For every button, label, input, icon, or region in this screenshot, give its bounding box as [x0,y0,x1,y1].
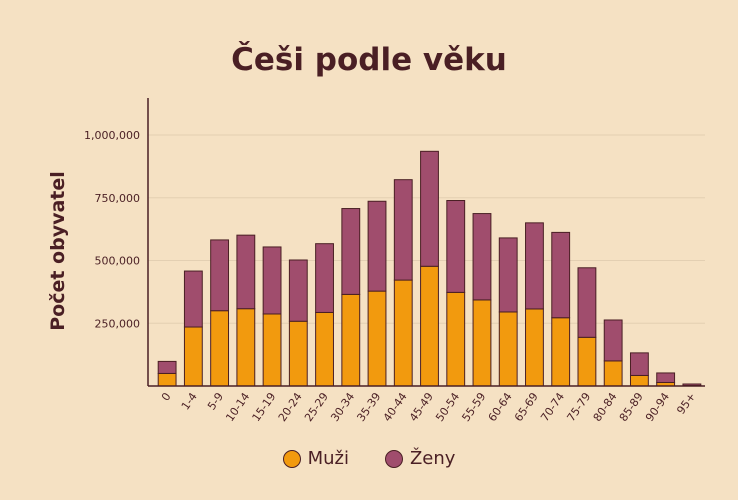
x-tick-label: 20-24 [276,390,305,424]
bar-segment-ženy [420,150,439,267]
bar-segment-ženy [157,360,177,374]
bar-segment-ženy [525,222,544,310]
x-tick-label: 50-54 [433,390,462,424]
x-tick-label: 25-29 [302,390,331,424]
bar-segment-muži [341,293,361,387]
bar-segment-ženy [183,270,203,328]
bar-segment-ženy [472,213,492,301]
bar-segment-ženy [315,243,334,313]
bar-segment-ženy [288,259,308,322]
bar-segment-muži [262,313,282,387]
x-tick-label: 30-34 [328,390,357,424]
x-tick-label: 65-69 [512,390,541,424]
bar-segment-muži [577,336,597,387]
bar-segment-ženy [551,231,571,319]
bar-segment-muži [603,360,623,387]
bar-segment-muži [393,279,413,387]
legend-label: Ženy [409,448,456,469]
y-tick-label: 1,000,000 [84,129,140,142]
x-tick-label: 55-59 [459,390,488,424]
chart-title: Češi podle věku [231,42,507,78]
bar-segment-muži [288,320,308,387]
x-tick-label: 35-39 [354,390,383,424]
x-tick-label: 80-84 [591,390,620,424]
bar-segment-muži [498,311,518,387]
bar-segment-ženy [262,246,282,315]
x-tick-label: 1-4 [179,390,200,412]
bar-segment-muži [420,265,439,387]
y-tick-label: 500,000 [95,255,141,268]
bar-segment-ženy [629,352,649,376]
bar-segment-ženy [236,234,256,310]
bar-segment-ženy [367,200,387,292]
legend: Muži Ženy [0,448,738,469]
x-tick-label: 90-94 [643,390,672,424]
x-tick-label: 15-19 [250,390,279,424]
x-tick-label: 5-9 [205,390,226,412]
x-tick-label: 85-89 [617,390,646,424]
x-tick-label: 95+ [674,390,698,416]
bar-segment-muži [157,372,177,387]
x-tick-label: 45-49 [407,390,436,424]
bar-segment-muži [551,317,571,387]
stacked-bar-chart: 250,000 500,000 750,000 1,000,000 0 1-4 5-910-… [47,98,705,424]
bar-segment-ženy [393,179,413,281]
x-tick-label: 40-44 [381,390,410,424]
bar-segment-ženy [603,319,623,362]
bar-segment-muži [315,311,334,387]
bar-segment-muži [236,308,256,387]
x-tick-label: 0 [159,390,174,403]
y-axis-title: Počet obyvatel [47,171,69,331]
legend-swatch [384,449,403,468]
bar-segment-ženy [341,208,361,295]
bar-segment-muži [525,308,544,387]
bar-segment-muži [367,290,387,387]
bar-segment-muži [472,299,492,387]
bar-segment-ženy [498,237,518,313]
bar-segment-ženy [577,267,597,338]
y-tick-label: 250,000 [95,317,141,330]
y-tick-label: 750,000 [95,192,141,205]
bar-segment-muži [446,291,466,387]
x-tick-label: 10-14 [223,390,252,424]
bar-segment-ženy [656,372,676,383]
bar-segment-ženy [446,200,466,293]
bar-segment-muži [210,310,230,387]
legend-label: Muži [307,448,349,469]
bar-segment-muži [183,326,203,387]
bar-segment-muži [629,374,649,387]
x-tick-label: 60-64 [486,390,515,424]
bar-segment-ženy [210,239,230,312]
x-tick-label: 75-79 [564,390,593,424]
x-tick-label: 70-74 [538,390,567,424]
legend-item: Ženy [384,448,456,469]
legend-item: Muži [282,448,349,469]
legend-swatch [282,449,301,468]
